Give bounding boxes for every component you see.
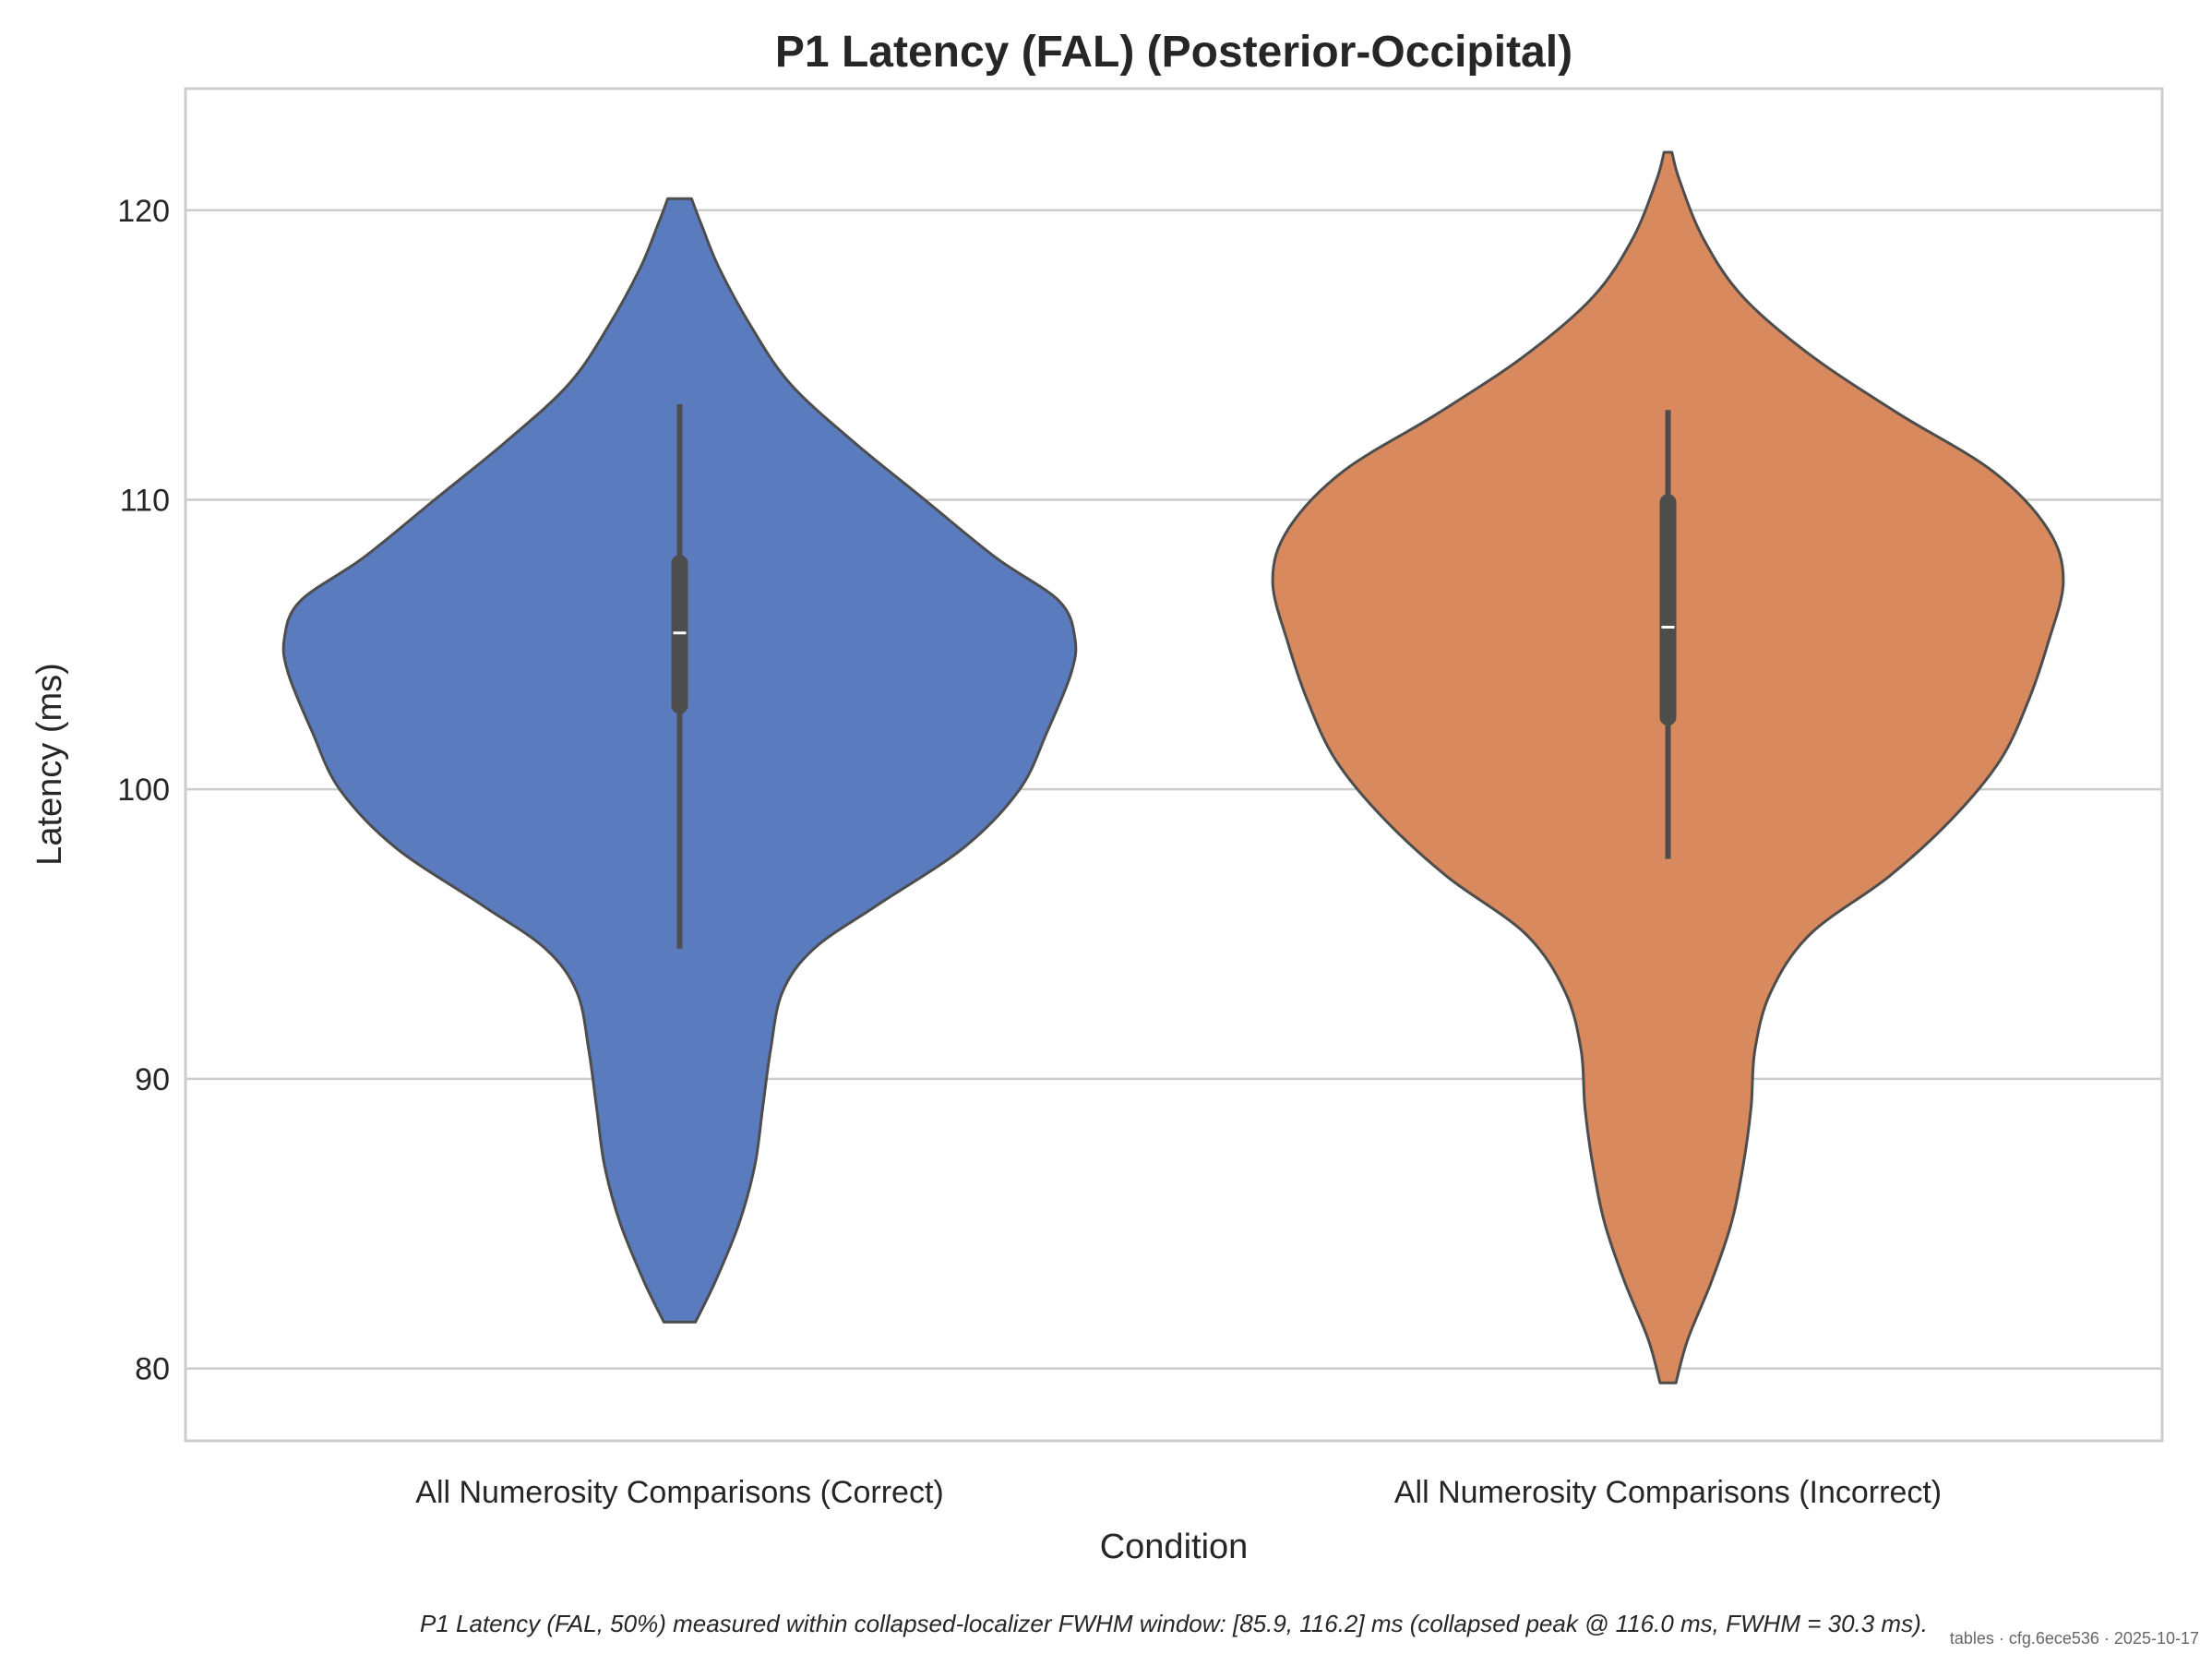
- violins: [281, 150, 2065, 1384]
- chart-title: P1 Latency (FAL) (Posterior-Occipital): [775, 28, 1572, 77]
- iqr-box-1: [671, 555, 688, 714]
- violin-1: [281, 197, 1078, 1324]
- y-tick-label-120: 120: [117, 194, 170, 229]
- x-tick-label-2: All Numerosity Comparisons (Incorrect): [1394, 1475, 1942, 1510]
- plot-frame: [184, 87, 2164, 1443]
- build-stamp: tables · cfg.6ece536 · 2025-10-17: [1950, 1629, 2199, 1648]
- y-tick-label-110: 110: [120, 483, 170, 518]
- y-tick-label-100: 100: [117, 773, 170, 808]
- x-tick-label-1: All Numerosity Comparisons (Correct): [415, 1475, 943, 1510]
- y-tick-label-80: 80: [135, 1352, 170, 1387]
- x-tick-labels: All Numerosity Comparisons (Correct) All …: [415, 1475, 1942, 1510]
- violin-2: [1271, 150, 2065, 1384]
- y-tick-label-90: 90: [135, 1062, 170, 1097]
- x-axis-label: Condition: [1100, 1528, 1249, 1566]
- y-axis-label: Latency (ms): [30, 663, 69, 866]
- iqr-box-2: [1659, 494, 1677, 726]
- y-tick-labels: 80 90 100 110 120: [117, 194, 170, 1387]
- figure-caption: P1 Latency (FAL, 50%) measured within co…: [420, 1610, 1928, 1637]
